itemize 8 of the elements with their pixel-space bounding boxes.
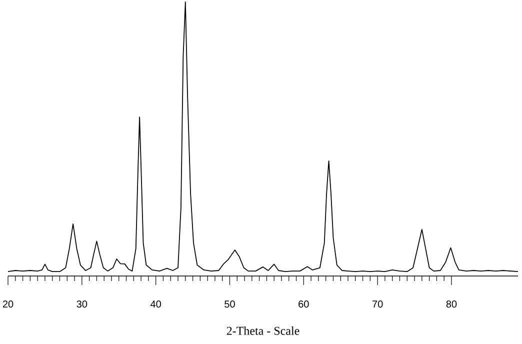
x-tick-label: 80	[446, 300, 457, 308]
x-tick-label: 60	[298, 300, 309, 308]
x-tick-label: 70	[372, 300, 383, 308]
x-tick-label: 30	[76, 300, 88, 308]
x-tick-label: 40	[150, 300, 162, 308]
x-tick-label: 50	[224, 300, 235, 308]
x-axis-title: 2-Theta - Scale	[226, 326, 300, 335]
x-tick-label: 20	[2, 300, 14, 308]
